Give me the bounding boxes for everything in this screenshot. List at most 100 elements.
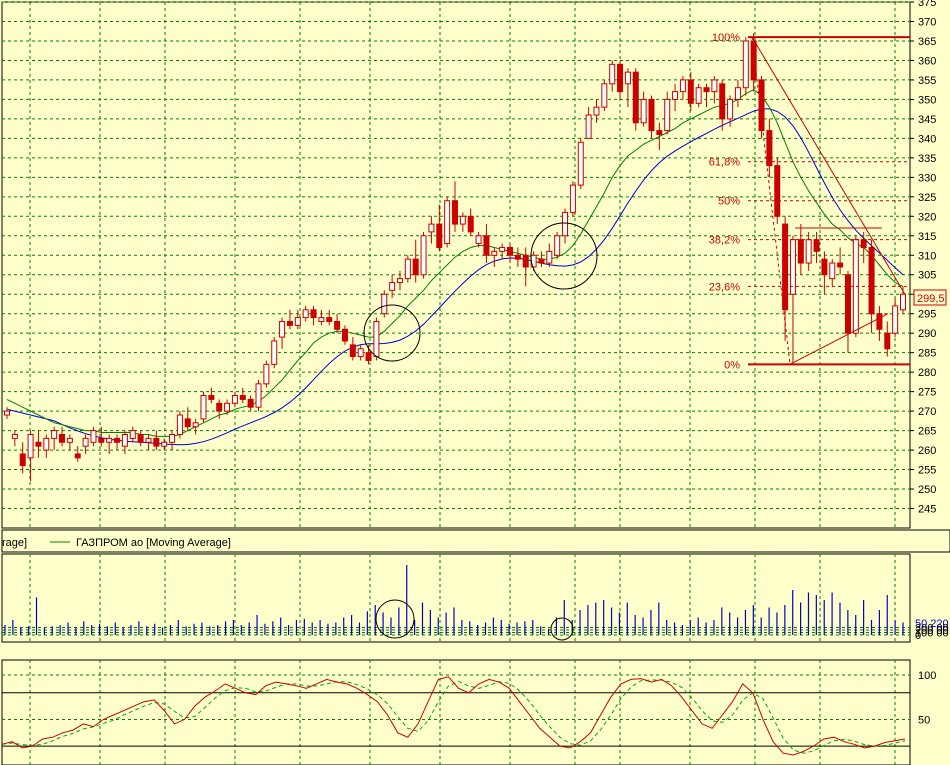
highlight-circle [530,222,598,290]
candle-body [758,79,765,132]
candle-body [263,363,270,385]
last-price-label: 299,5 [917,293,945,305]
candle-body [11,433,18,439]
oscillator-grid [2,660,910,765]
candle-body [121,433,128,447]
candle-body [318,317,325,322]
candle-body [286,320,293,326]
downtrend-line [751,36,906,295]
candle-body [774,165,781,217]
candle-body [679,79,686,93]
candle-body [357,348,364,358]
price-tick-label: 370 [918,16,936,28]
candle-body [672,91,679,100]
candle-body [569,184,576,213]
volume-drawings [375,599,574,641]
candle-body [703,87,710,93]
candle-body [74,453,81,459]
candle-body [593,106,600,116]
candle-body [648,98,655,132]
price-tick-label: 245 [918,504,936,516]
candle-body [577,141,584,186]
candle-body [247,398,254,408]
candle-body [98,437,105,443]
oscillator-y-axis: 50 100 [918,670,936,726]
price-plot-area[interactable] [1,1,911,529]
volume-tick-label: 0 [915,630,921,642]
volume-highlight-circle [550,617,574,641]
legend: rage] ГАЗПРОМ ао [Moving Average] [1,529,950,553]
candle-body [640,98,647,124]
candle-body [813,239,820,252]
candle-body [483,235,490,256]
fibonacci-level-label: 23,6% [709,281,740,293]
candle-body [546,250,553,264]
price-tick-label: 360 [918,55,936,67]
oscillator-signal-line [1,679,906,754]
candle-body [719,83,726,120]
candle-body [805,239,812,264]
candle-body [436,223,443,248]
candle-body [302,309,309,319]
candle-body [467,215,474,233]
candles [4,33,906,482]
candle-body [224,402,231,412]
candle-body [632,71,639,124]
candle-body [35,441,42,447]
price-tick-label: 285 [918,348,936,360]
candle-body [27,433,34,459]
candle-body [373,320,380,358]
candle-body [829,262,836,280]
oscillator-plot-area[interactable] [1,659,911,765]
candle-body [459,215,466,225]
price-grid [2,1,910,528]
candle-body [750,40,757,81]
price-tick-label: 330 [918,172,936,184]
oscillator-tick-label: 100 [918,670,936,682]
candle-body [255,383,262,408]
candle-body [381,293,388,315]
candle-body [51,430,58,439]
candle-body [365,352,372,361]
candle-body [396,278,403,284]
price-tick-label: 345 [918,114,936,126]
candle-body [499,246,506,252]
price-panel: 2452502552602652702752802852902953003053… [1,0,947,529]
candle-body [334,320,341,330]
fibonacci-level-label: 50% [718,196,740,208]
candle-body [514,254,521,260]
candle-body [734,87,741,100]
candle-body [145,437,152,443]
candle-body [522,254,529,268]
volume-plot-area[interactable] [1,553,911,643]
candle-body [664,98,671,132]
candle-body [161,441,168,447]
price-tick-label: 270 [918,406,936,418]
candle-body [129,430,136,439]
candle-body [216,402,223,412]
candle-body [420,235,427,276]
candle-body [90,430,97,443]
candle-body [868,246,875,315]
price-tick-label: 340 [918,133,936,145]
candle-body [294,317,301,326]
candle-body [585,114,592,139]
candle-body [491,250,498,256]
candle-body [821,258,828,276]
candle-body [184,418,191,428]
volume-last-label: 50 220 [915,618,949,630]
price-tick-label: 355 [918,75,936,87]
candle-body [428,223,435,233]
price-tick-label: 290 [918,328,936,340]
price-tick-label: 275 [918,387,936,399]
candle-body [43,437,50,451]
oscillator-tick-label: 50 [918,714,930,726]
price-tick-label: 315 [918,231,936,243]
candle-body [310,309,317,319]
price-tick-label: 335 [918,153,936,165]
highlight-circle [363,304,421,362]
candle-body [271,340,278,365]
candle-body [860,239,867,248]
